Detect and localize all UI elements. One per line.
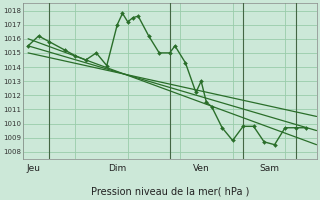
Text: Pression niveau de la mer( hPa ): Pression niveau de la mer( hPa ) [91, 187, 249, 197]
Text: Dim: Dim [108, 164, 126, 173]
Text: Jeu: Jeu [26, 164, 40, 173]
Text: Sam: Sam [259, 164, 279, 173]
Text: Ven: Ven [193, 164, 210, 173]
